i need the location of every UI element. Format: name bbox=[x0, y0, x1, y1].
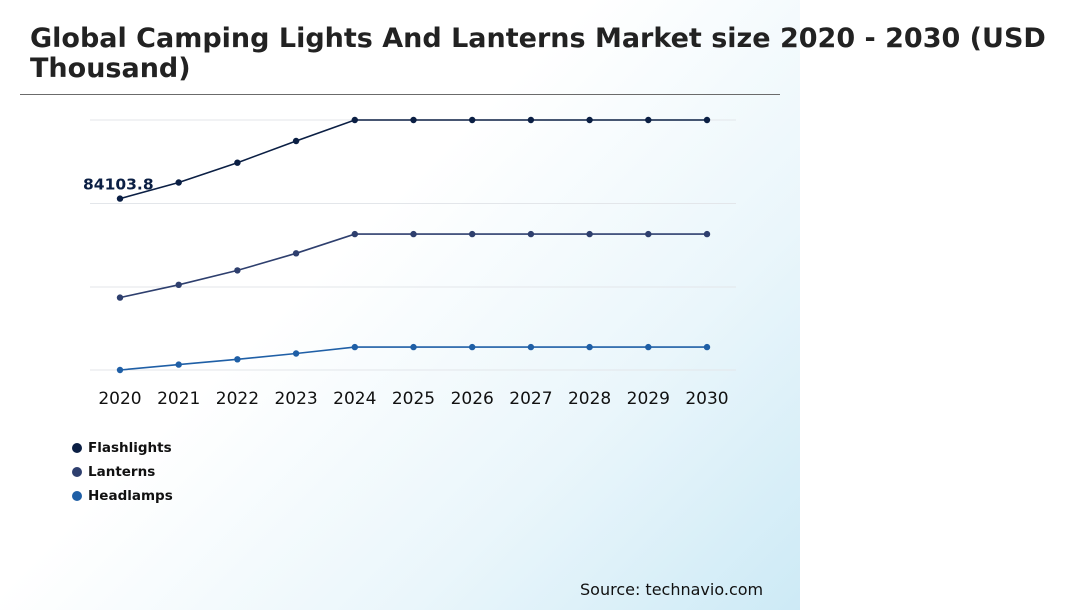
x-tick-label: 2020 bbox=[98, 389, 141, 409]
line-chart: 2020 2021 2022 2023 2024 2025 2026 2027 2028 2029… bbox=[83, 116, 736, 409]
x-tick-label: 2025 bbox=[392, 389, 435, 409]
data-point-lanterns bbox=[645, 230, 652, 238]
data-point-lanterns bbox=[351, 230, 358, 238]
x-tick-label: 2022 bbox=[216, 389, 259, 409]
legend-marker-headlamps bbox=[72, 491, 82, 501]
data-point-lanterns bbox=[469, 230, 476, 238]
data-point-flashlights bbox=[410, 116, 417, 124]
x-axis-ticks: 2020 2021 2022 2023 2024 2025 2026 2027 2028 2029… bbox=[98, 389, 728, 409]
data-label: 84103.8 bbox=[83, 176, 154, 194]
data-point-flashlights bbox=[645, 116, 652, 124]
data-point-lanterns bbox=[116, 294, 124, 301]
x-tick-label: 2028 bbox=[568, 389, 611, 409]
legend-item-flashlights: Flashlights bbox=[72, 436, 173, 460]
x-tick-label: 2026 bbox=[451, 389, 494, 409]
data-point-headlamps bbox=[703, 343, 711, 351]
chart-panel bbox=[0, 0, 800, 610]
data-point-flashlights bbox=[351, 116, 358, 124]
data-point-lanterns bbox=[234, 267, 241, 274]
data-point-headlamps bbox=[586, 343, 593, 351]
x-tick-label: 2030 bbox=[685, 389, 728, 409]
data-point-flashlights bbox=[175, 179, 182, 186]
x-tick-label: 2029 bbox=[627, 389, 670, 409]
data-point-lanterns bbox=[586, 230, 593, 238]
data-point-flashlights bbox=[703, 116, 711, 124]
legend-item-headlamps: Headlamps bbox=[72, 484, 173, 508]
data-point-headlamps bbox=[645, 343, 652, 351]
data-point-headlamps bbox=[527, 343, 535, 351]
legend-marker-lanterns bbox=[72, 467, 82, 477]
data-point-flashlights bbox=[234, 159, 241, 166]
x-tick-label: 2023 bbox=[274, 389, 317, 409]
data-point-headlamps bbox=[292, 350, 300, 357]
series-line-headlamps bbox=[119, 346, 707, 371]
x-tick-label: 2024 bbox=[333, 389, 376, 409]
data-point-lanterns bbox=[292, 250, 300, 257]
data-point-headlamps bbox=[410, 343, 417, 351]
gridlines bbox=[90, 119, 736, 371]
legend-label-lanterns: Lanterns bbox=[88, 464, 156, 480]
data-point-headlamps bbox=[351, 343, 358, 351]
legend-item-lanterns: Lanterns bbox=[72, 460, 173, 484]
chart-title: Global Camping Lights And Lanterns Marke… bbox=[30, 23, 1046, 84]
title-divider bbox=[20, 94, 780, 95]
data-point-flashlights bbox=[292, 137, 300, 145]
legend-label-headlamps: Headlamps bbox=[88, 488, 173, 504]
x-tick-label: 2021 bbox=[157, 389, 200, 409]
x-tick-label: 2027 bbox=[509, 389, 552, 409]
data-point-headlamps bbox=[175, 361, 182, 368]
data-point-headlamps bbox=[234, 356, 241, 363]
legend-marker-flashlights bbox=[72, 443, 82, 453]
series-line-lanterns bbox=[119, 233, 707, 299]
data-point-headlamps bbox=[469, 343, 476, 351]
series-lines bbox=[116, 116, 711, 374]
data-point-lanterns bbox=[175, 281, 182, 288]
data-point-flashlights bbox=[586, 116, 593, 124]
data-point-lanterns bbox=[703, 230, 711, 238]
chart-legend: Flashlights Lanterns Headlamps bbox=[72, 436, 173, 508]
series-line-flashlights bbox=[119, 119, 707, 200]
data-point-flashlights bbox=[469, 116, 476, 124]
data-point-lanterns bbox=[410, 230, 417, 238]
data-point-flashlights bbox=[116, 195, 124, 202]
source-credit: Source: technavio.com bbox=[580, 580, 764, 599]
data-labels: 84103.8 bbox=[83, 176, 154, 194]
data-point-headlamps bbox=[116, 366, 124, 374]
data-point-lanterns bbox=[527, 230, 535, 238]
data-point-flashlights bbox=[527, 116, 535, 124]
legend-label-flashlights: Flashlights bbox=[88, 440, 172, 456]
